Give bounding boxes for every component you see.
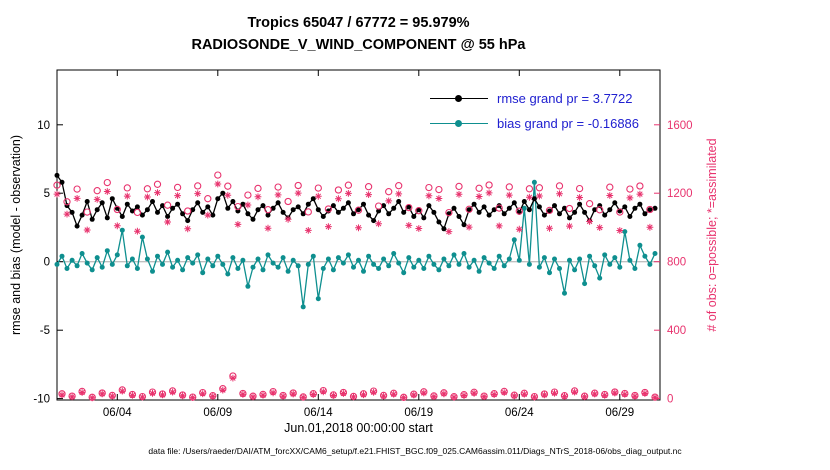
svg-text:1200: 1200 — [667, 188, 693, 200]
svg-text:-10: -10 — [33, 394, 50, 406]
legend-label-rmse: rmse grand pr = 3.7722 — [497, 91, 633, 106]
svg-text:800: 800 — [667, 257, 686, 269]
y-axis-right-label: # of obs: o=possible; *=assimilated — [705, 138, 719, 332]
n-assimilated-markers — [53, 180, 659, 402]
title-line-2: RADIOSONDE_V_WIND_COMPONENT @ 55 hPa — [191, 37, 526, 53]
data-file-path: data file: /Users/raeder/DAI/ATM_forcXX/… — [148, 446, 682, 456]
title-line-1: Tropics 65047 / 67772 = 95.979% — [247, 15, 470, 31]
legend: rmse grand pr = 3.7722 bias grand pr = -… — [430, 86, 639, 136]
svg-text:0: 0 — [667, 394, 673, 406]
svg-text:0: 0 — [44, 257, 50, 269]
legend-item-bias: bias grand pr = -0.16886 — [430, 111, 639, 136]
axis-ticks: 10 5 0 -5 -10 1600 1200 800 400 0 06/04 06/09 06/14 0… — [33, 70, 693, 419]
n-possible-markers — [53, 171, 659, 401]
axes-box — [56, 69, 661, 401]
rmse-marker-sample — [455, 94, 463, 103]
svg-text:06/14: 06/14 — [304, 407, 333, 419]
legend-item-rmse: rmse grand pr = 3.7722 — [430, 86, 639, 111]
bias-line-swatch — [430, 117, 488, 130]
svg-text:06/24: 06/24 — [505, 407, 534, 419]
svg-text:06/09: 06/09 — [203, 407, 232, 419]
svg-text:06/29: 06/29 — [605, 407, 634, 419]
svg-text:10: 10 — [37, 120, 50, 132]
y-axis-left-label: rmse and bias (model - observation) — [9, 134, 23, 336]
rmse-line-swatch — [430, 92, 488, 105]
svg-text:400: 400 — [667, 325, 686, 337]
svg-text:06/04: 06/04 — [103, 407, 132, 419]
rmse-series — [54, 172, 658, 232]
svg-text:1600: 1600 — [667, 120, 693, 132]
svg-text:5: 5 — [44, 188, 50, 200]
plot-title: Tropics 65047 / 67772 = 95.979% RADIOSON… — [57, 12, 660, 56]
legend-label-bias: bias grand pr = -0.16886 — [497, 116, 640, 131]
bias-marker-sample — [455, 119, 463, 128]
svg-text:-5: -5 — [40, 325, 50, 337]
x-axis-label: Jun.01,2018 00:00:00 start — [284, 421, 433, 435]
bias-series — [54, 179, 658, 310]
svg-text:06/19: 06/19 — [404, 407, 433, 419]
